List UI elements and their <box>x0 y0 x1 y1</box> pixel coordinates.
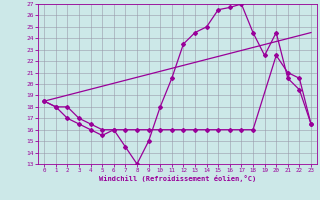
X-axis label: Windchill (Refroidissement éolien,°C): Windchill (Refroidissement éolien,°C) <box>99 175 256 182</box>
